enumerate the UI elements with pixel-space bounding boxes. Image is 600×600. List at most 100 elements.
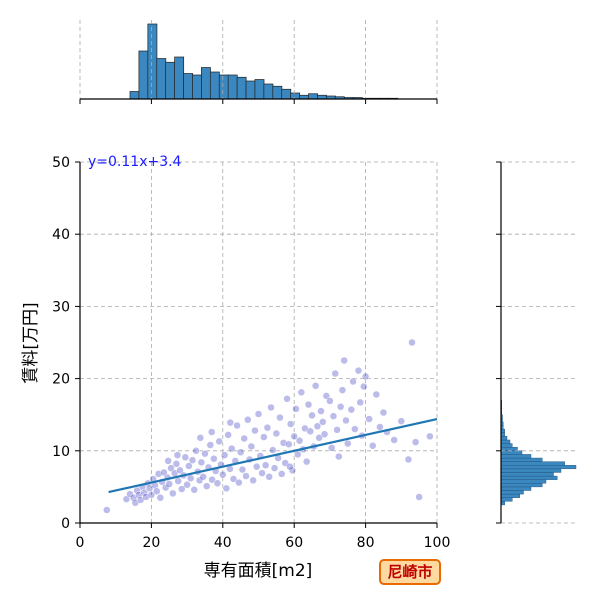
y-tick-label-1: 10 — [52, 444, 70, 460]
point-112 — [326, 397, 334, 405]
point-148 — [226, 418, 235, 427]
point-82 — [270, 464, 279, 472]
right-hist-bar-14 — [500, 450, 523, 455]
right-hist-bar-6 — [500, 479, 547, 484]
point-66 — [242, 472, 250, 480]
point-139 — [404, 455, 413, 464]
point-130 — [361, 372, 370, 381]
point-77 — [261, 461, 270, 469]
point-90 — [285, 440, 293, 449]
point-1 — [122, 495, 131, 503]
right-hist-bar-13 — [500, 454, 532, 459]
right-hist-bar-8 — [500, 472, 554, 477]
point-46 — [206, 441, 215, 449]
top-hist-bar-14 — [254, 79, 265, 100]
top-hist-bar-1 — [138, 50, 149, 100]
point-141 — [411, 438, 420, 446]
point-61 — [233, 421, 241, 430]
point-36 — [188, 456, 197, 464]
point-109 — [319, 418, 327, 426]
y-tick-label-5: 50 — [52, 155, 70, 171]
right-hist-bar-5 — [500, 483, 543, 488]
point-48 — [210, 454, 218, 463]
point-83 — [272, 429, 281, 438]
point-37 — [190, 486, 198, 494]
point-95 — [294, 450, 302, 459]
point-86 — [277, 470, 286, 478]
point-143 — [426, 432, 434, 441]
axes — [79, 98, 502, 524]
point-102 — [306, 427, 315, 436]
point-18 — [156, 493, 165, 502]
point-44 — [202, 482, 211, 490]
point-134 — [376, 423, 384, 431]
right-hist-bar-3 — [500, 490, 524, 495]
point-0 — [103, 506, 111, 514]
top-hist-bar-12 — [236, 76, 247, 100]
top-hist-bar-4 — [165, 61, 176, 100]
right-hist-bar-2 — [500, 493, 520, 498]
point-142 — [415, 493, 423, 501]
point-71 — [251, 426, 259, 435]
point-42 — [199, 473, 207, 481]
ticks: 0 20 40 60 80 100 0 10 20 30 40 50 — [52, 99, 501, 551]
point-72 — [252, 462, 261, 471]
point-62 — [235, 478, 243, 487]
top-hist-bar-17 — [281, 88, 292, 100]
point-135 — [379, 408, 388, 417]
x-tick-label-2: 40 — [214, 535, 232, 551]
point-69 — [247, 442, 256, 451]
point-25 — [169, 489, 177, 498]
point-125 — [351, 425, 359, 433]
point-65 — [240, 434, 248, 443]
point-5 — [133, 486, 141, 495]
right-histogram — [500, 400, 577, 506]
point-103 — [308, 411, 316, 420]
point-70 — [249, 476, 257, 485]
point-114 — [329, 412, 338, 420]
point-29 — [176, 466, 184, 475]
point-122 — [344, 439, 352, 448]
point-30 — [177, 485, 186, 493]
point-81 — [269, 446, 277, 454]
point-33 — [183, 480, 191, 489]
point-23 — [165, 480, 173, 488]
point-35 — [186, 474, 195, 482]
point-101 — [304, 400, 313, 409]
regression-line — [108, 417, 438, 494]
x-tick-label-5: 100 — [424, 535, 451, 551]
top-hist-bar-5 — [174, 56, 185, 100]
top-hist-bar-13 — [245, 80, 256, 100]
point-140 — [408, 338, 416, 347]
point-96 — [295, 436, 304, 445]
point-146 — [196, 434, 205, 442]
point-79 — [265, 473, 273, 481]
point-94 — [292, 405, 300, 413]
point-47 — [208, 475, 216, 484]
point-85 — [276, 413, 284, 422]
point-89 — [283, 395, 291, 403]
grid — [79, 20, 578, 524]
y-tick-label-0: 0 — [61, 516, 70, 532]
point-53 — [219, 470, 227, 479]
point-127 — [356, 398, 364, 407]
x-tick-label-0: 0 — [76, 535, 85, 551]
point-75 — [258, 469, 266, 477]
y-tick-label-3: 30 — [52, 299, 70, 315]
regression-equation: y=0.11x+3.4 — [88, 154, 182, 170]
top-hist-bar-10 — [218, 74, 229, 100]
right-hist-bar-18 — [500, 436, 508, 441]
point-20 — [160, 468, 168, 477]
top-hist-bar-7 — [192, 74, 202, 100]
right-hist-bar-11 — [500, 461, 565, 466]
top-hist-bar-9 — [209, 71, 220, 100]
top-hist-bar-16 — [272, 85, 283, 100]
top-hist-bar-15 — [263, 83, 274, 100]
point-27 — [172, 460, 181, 468]
point-149 — [286, 462, 294, 471]
regression-line-path — [108, 417, 438, 494]
city-badge: 尼崎市 — [379, 559, 441, 585]
point-147 — [207, 428, 216, 436]
point-118 — [336, 403, 345, 411]
